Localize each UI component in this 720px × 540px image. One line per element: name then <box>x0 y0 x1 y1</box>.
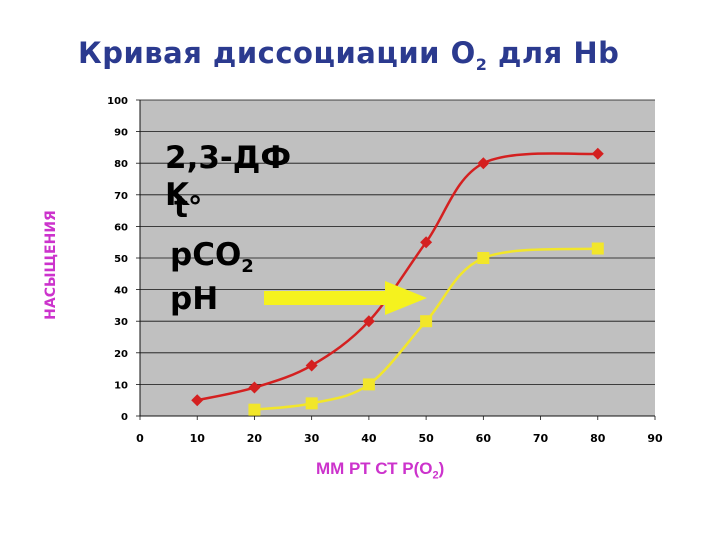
y-tick-label-70: 70 <box>114 191 128 202</box>
y-tick-label-50: 50 <box>114 254 128 265</box>
x-axis-title: ММ РТ СТ Р(O2) <box>316 459 444 481</box>
series-2-point-4 <box>420 315 433 328</box>
factor-pco2-main: pCO <box>170 237 242 273</box>
chart-title-sub: 2 <box>475 54 488 74</box>
series-1-point-1 <box>191 394 204 407</box>
chart-title-tail: для Hb <box>487 36 620 70</box>
series-2-point-5 <box>477 252 490 264</box>
y-tick-label-30: 30 <box>114 317 128 328</box>
x-axis-title-main: ММ РТ СТ Р(O <box>316 459 433 478</box>
x-axis-title-tail: ) <box>438 459 445 478</box>
chart-title-main: Кривая диссоциации O <box>78 36 476 70</box>
x-tick-label-70: 70 <box>533 432 549 445</box>
series-2-point-2 <box>305 397 318 410</box>
x-tick-label-40: 40 <box>361 432 377 445</box>
x-tick-label-80: 80 <box>590 432 606 445</box>
series-1-point-3 <box>305 359 318 372</box>
series-2-point-3 <box>362 378 375 391</box>
x-tick-label-60: 60 <box>476 432 492 445</box>
chart-title: Кривая диссоциации O2 для Hb <box>78 36 619 74</box>
series-1-point-5 <box>420 236 433 249</box>
series-1-point-2 <box>248 381 261 394</box>
factor-k: K <box>165 177 190 213</box>
x-tick-label-30: 30 <box>304 432 320 445</box>
y-tick-label-0: 0 <box>121 412 128 423</box>
x-tick-label-90: 90 <box>647 432 663 445</box>
factor-pco2: pCO2 <box>170 240 254 276</box>
factor-2-3-dpg: 2,3-ДФ <box>165 140 292 176</box>
series-1-point-4 <box>362 315 375 328</box>
x-tick-label-20: 20 <box>247 432 263 445</box>
y-tick-label-80: 80 <box>114 159 128 170</box>
factor-ph: pH <box>170 281 219 317</box>
shift-arrow <box>264 281 427 315</box>
y-tick-label-20: 20 <box>114 349 128 360</box>
series-1-point-6 <box>477 157 490 170</box>
series-2-point-6 <box>591 242 604 255</box>
y-tick-label-100: 100 <box>107 96 128 107</box>
y-tick-label-90: 90 <box>114 128 128 139</box>
y-tick-label-60: 60 <box>114 222 128 233</box>
y-tick-label-10: 10 <box>114 380 128 391</box>
y-axis-title: НАСЫЩЕНИЯ <box>43 210 59 320</box>
series-2-point-1 <box>248 403 261 416</box>
factor-temperature: t° <box>174 190 203 224</box>
y-tick-label-40: 40 <box>114 286 128 297</box>
x-axis-title-sub: 2 <box>432 469 439 482</box>
x-tick-label-0: 0 <box>136 432 144 445</box>
factor-pco2-sub: 2 <box>241 256 254 278</box>
x-tick-label-50: 50 <box>418 432 434 445</box>
series-1-point-7 <box>591 147 604 160</box>
x-tick-label-10: 10 <box>190 432 206 445</box>
